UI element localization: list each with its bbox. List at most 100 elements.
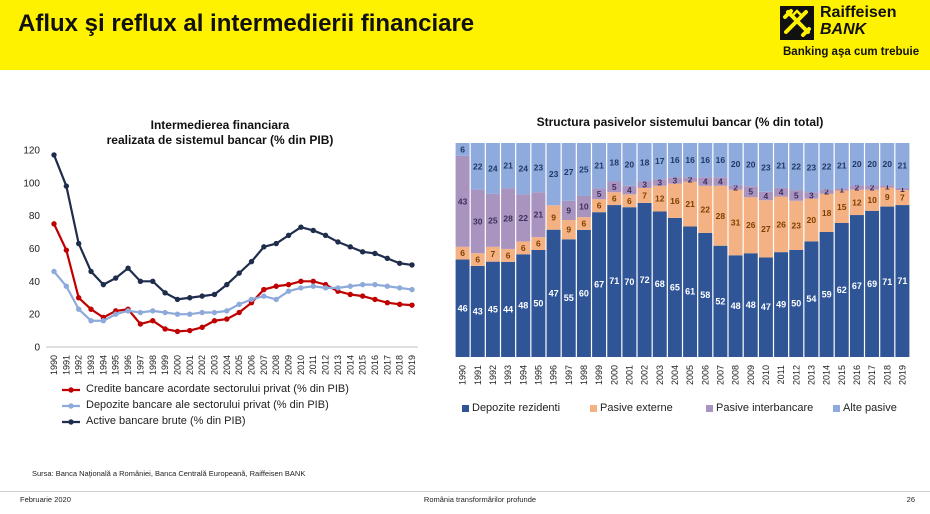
x-tick-label: 2003 — [655, 365, 665, 385]
data-label: 65 — [670, 282, 680, 292]
data-label: 6 — [597, 201, 602, 211]
bar-segment — [713, 185, 728, 246]
y-tick-label: 120 — [23, 146, 40, 157]
data-label: 45 — [488, 304, 498, 314]
bar-segment — [743, 143, 758, 187]
bar-segment — [485, 246, 500, 262]
bar-segment — [849, 189, 864, 216]
x-tick-label: 1993 — [503, 365, 513, 385]
bar-segment — [531, 143, 546, 193]
line-chart-title-line1: Intermedierea financiara — [150, 118, 290, 132]
bar-segment — [683, 177, 698, 182]
x-tick-label: 2018 — [395, 355, 405, 375]
data-point — [125, 265, 131, 271]
bar-segment — [607, 192, 622, 206]
legend-item: Credite bancare acordate sectorului priv… — [86, 383, 349, 395]
data-label: 4 — [718, 177, 723, 187]
bar-segment — [516, 194, 531, 242]
footer-divider — [0, 491, 930, 492]
data-label: 49 — [776, 300, 786, 310]
bar-segment — [516, 143, 531, 195]
legend-marker — [68, 387, 74, 393]
source-note: Sursa: Banca Naţională a României, Banca… — [32, 469, 306, 478]
data-label: 12 — [852, 197, 862, 207]
line-chart-title-line2: realizata de sistemul bancar (% din PIB) — [106, 133, 334, 147]
data-point — [298, 224, 304, 230]
data-label: 2 — [855, 182, 860, 192]
bar-segment — [637, 187, 652, 203]
legend-item: Active bancare brute (% din PIB) — [86, 415, 246, 427]
data-label: 22 — [519, 213, 529, 223]
bar-segment — [728, 185, 743, 190]
bar-segment — [834, 190, 849, 223]
bar-segment — [531, 237, 546, 250]
data-label: 5 — [794, 190, 799, 200]
bar-segment — [849, 215, 864, 357]
bar-segment — [561, 143, 576, 201]
data-label: 6 — [612, 194, 617, 204]
x-tick-label: 2014 — [345, 355, 355, 375]
bar-segment — [637, 143, 652, 182]
data-label: 22 — [822, 161, 832, 171]
bar-segment — [789, 200, 804, 250]
data-label: 2 — [870, 182, 875, 192]
x-tick-label: 2015 — [837, 365, 847, 385]
bar-segment — [622, 185, 637, 195]
data-point — [261, 293, 267, 299]
bar-segment — [895, 190, 910, 206]
x-tick-label: 2011 — [776, 365, 786, 384]
bar-segment — [455, 259, 470, 357]
data-label: 43 — [458, 196, 468, 206]
bank-name: Raiffeisen BANK — [820, 4, 896, 38]
data-label: 21 — [776, 160, 786, 170]
bar-segment — [880, 187, 895, 207]
data-label: 2 — [688, 174, 693, 184]
legend-item: Depozite bancare ale sectorului privat (… — [86, 399, 329, 411]
data-label: 48 — [731, 301, 741, 311]
bar-segment — [880, 185, 895, 188]
bar-segment — [789, 190, 804, 201]
line-chart-title: Intermedierea financiara realizata de si… — [70, 118, 370, 148]
data-point — [137, 321, 144, 327]
footer-date: Februarie 2020 — [20, 495, 71, 504]
bar-segment — [865, 189, 880, 211]
data-point — [88, 268, 94, 275]
data-label: 7 — [491, 249, 496, 259]
data-label: 47 — [549, 288, 559, 298]
data-label: 68 — [655, 279, 665, 289]
x-tick-label: 2008 — [271, 355, 281, 375]
bar-chart-title: Structura pasivelor sistemului bancar (%… — [536, 115, 824, 129]
data-label: 59 — [822, 289, 832, 299]
data-label: 3 — [673, 175, 678, 185]
data-label: 21 — [503, 161, 513, 171]
data-label: 16 — [701, 155, 711, 165]
data-label: 9 — [566, 205, 571, 215]
bar-segment — [470, 189, 485, 254]
data-label: 44 — [503, 304, 513, 314]
data-point — [298, 278, 304, 285]
bar-segment — [652, 185, 667, 212]
bar-segment — [455, 143, 470, 156]
data-label: 22 — [792, 162, 802, 172]
data-point — [347, 291, 353, 298]
data-label: 18 — [822, 208, 832, 218]
x-tick-label: 2002 — [640, 365, 650, 385]
data-label: 6 — [475, 255, 480, 265]
x-tick-label: 1998 — [148, 355, 158, 375]
data-point — [174, 328, 181, 335]
bar-segment — [774, 143, 789, 188]
data-label: 6 — [627, 196, 632, 206]
bar-segment — [516, 241, 531, 255]
data-label: 62 — [837, 285, 847, 295]
data-label: 30 — [473, 216, 483, 226]
x-tick-label: 1997 — [564, 365, 574, 385]
bar-segment — [895, 143, 910, 188]
x-tick-label: 1999 — [594, 365, 604, 385]
data-point — [396, 260, 403, 266]
data-label: 20 — [746, 160, 756, 170]
data-point — [248, 258, 255, 265]
data-label: 20 — [807, 215, 817, 225]
data-point — [396, 285, 403, 291]
x-tick-label: 2007 — [259, 355, 269, 375]
bar-segment — [561, 200, 576, 221]
